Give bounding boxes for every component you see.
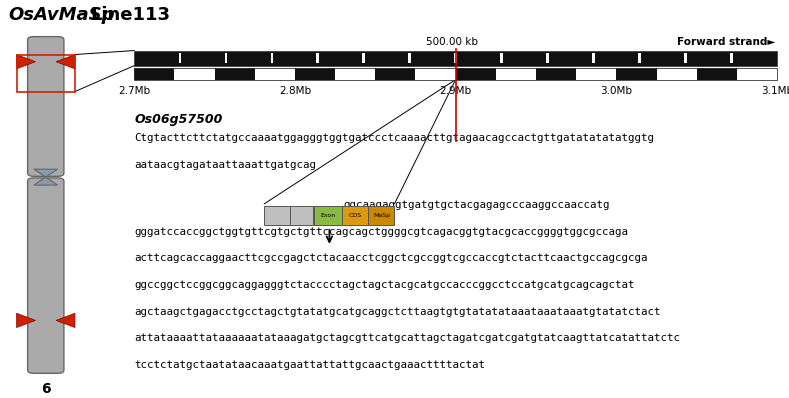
Text: agctaagctgagacctgcctagctgtatatgcatgcaggctcttaagtgtgtatatataaataaataaatgtatatctac: agctaagctgagacctgcctagctgtatatgcatgcaggc… [134,306,660,317]
Bar [225,53,227,63]
Bar [134,51,777,66]
Text: aataacgtagataattaaattgatgcag: aataacgtagataattaaattgatgcag [134,160,316,170]
Text: 2.8Mb: 2.8Mb [279,86,311,96]
Bar [271,53,273,63]
Bar [408,53,411,63]
Bar [314,206,342,225]
Text: Os06g57500: Os06g57500 [134,113,222,127]
Bar [576,68,616,80]
Text: Forward strand►: Forward strand► [677,37,776,47]
Bar [134,68,174,80]
Bar [174,68,215,80]
Bar [638,53,641,63]
Bar [536,68,576,80]
Bar [616,68,656,80]
Bar [495,68,536,80]
Bar [255,68,295,80]
FancyBboxPatch shape [28,178,64,373]
Bar [290,206,313,225]
Text: ggcaagaggtgatgtgctacgagagcccaaggccaaccatg: ggcaagaggtgatgtgctacgagagcccaaggccaaccat… [343,200,610,210]
Bar [376,68,416,80]
Bar [335,68,376,80]
Text: Ctgtacttcttctatgccaaaatggagggtggtgatccctcaaaacttgtagaacagccactgttgatatatatatggtg: Ctgtacttcttctatgccaaaatggagggtggtgatccct… [134,133,654,143]
Bar [592,53,595,63]
Text: gggatccaccggctggtgttcgtgctgttccagcagctggggcgtcagacggtgtacgcaccggggtggcgccaga: gggatccaccggctggtgttcgtgctgttccagcagctgg… [134,227,628,237]
Polygon shape [34,169,58,177]
Polygon shape [56,313,75,328]
Bar [264,206,290,225]
Bar [316,53,320,63]
Text: 2.9Mb: 2.9Mb [439,86,472,96]
Bar [546,53,549,63]
Bar [656,68,697,80]
Text: OsAvMaSp: OsAvMaSp [8,6,114,24]
Bar [500,53,503,63]
Bar [342,206,368,225]
Text: 3.0Mb: 3.0Mb [600,86,633,96]
Text: 6: 6 [41,382,50,396]
Bar [134,68,777,80]
Bar [17,55,75,92]
Text: tcctctatgctaatataacaaatgaattattattgcaactgaaacttttactat: tcctctatgctaatataacaaatgaattattattgcaact… [134,360,485,370]
Bar [362,53,365,63]
Polygon shape [34,177,58,185]
Polygon shape [56,55,75,69]
Text: ggccggctccggcggcaggagggtctacccctagctagctacgcatgccacccggcctccatgcatgcagcagctat: ggccggctccggcggcaggagggtctacccctagctagct… [134,280,634,290]
Text: Line113: Line113 [91,6,170,24]
Text: Exon: Exon [320,213,336,218]
Bar [697,68,737,80]
Bar [295,68,335,80]
Bar [215,68,255,80]
Text: 3.1Mb: 3.1Mb [761,86,789,96]
Text: MaSp: MaSp [373,213,390,218]
Text: CDS: CDS [349,213,362,218]
Bar [737,68,777,80]
Bar [416,68,456,80]
Polygon shape [17,55,36,69]
Bar [730,53,733,63]
Text: 2.7Mb: 2.7Mb [118,86,150,96]
Text: 500.00 kb: 500.00 kb [426,37,477,47]
Bar [684,53,686,63]
Bar [368,206,394,225]
Bar [456,68,495,80]
Text: attataaaattataaaaaatataaagatgctagcgttcatgcattagctagatcgatcgatgtatcaagttatcatatta: attataaaattataaaaaatataaagatgctagcgttcat… [134,334,680,343]
Text: acttcagcaccaggaacttcgccgagctctacaacctcggctcgccggtcgccaccgtctacttcaactgccagcgcga: acttcagcaccaggaacttcgccgagctctacaacctcgg… [134,253,648,263]
Bar [178,53,181,63]
Bar [454,53,457,63]
FancyBboxPatch shape [28,37,64,176]
Polygon shape [17,313,36,328]
